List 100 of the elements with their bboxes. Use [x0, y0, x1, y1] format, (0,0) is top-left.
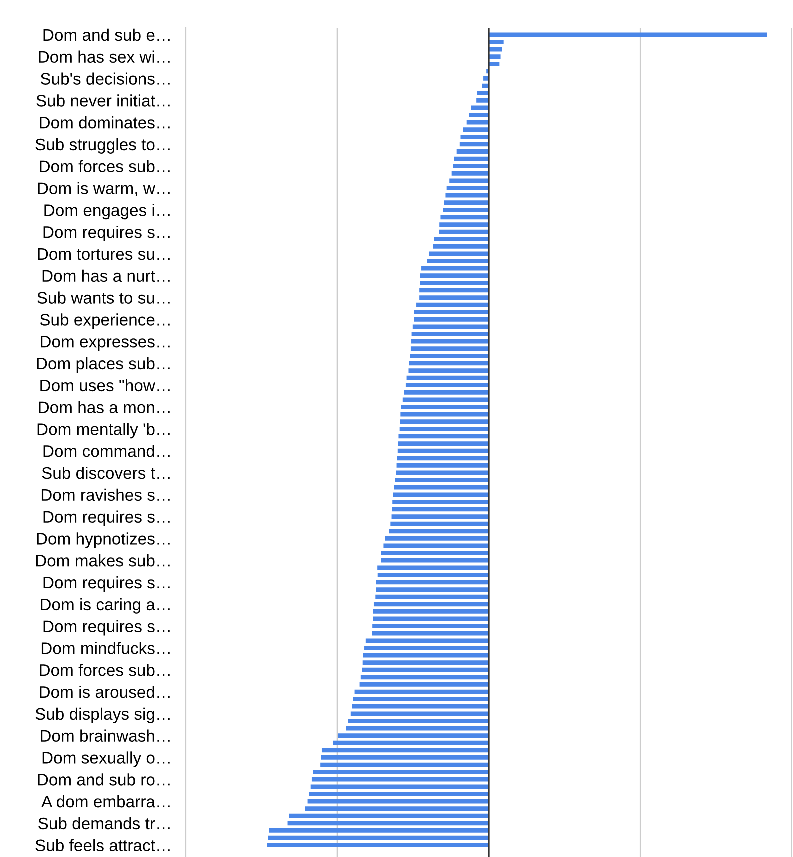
bar — [420, 296, 490, 300]
bar — [338, 734, 490, 738]
bar — [353, 697, 490, 702]
y-tick-label: Dom has a nurt… — [42, 270, 170, 282]
bar — [372, 624, 490, 628]
bar — [414, 317, 490, 322]
y-tick-label: Sub struggles to… — [36, 138, 170, 154]
bar — [440, 222, 490, 227]
bar — [412, 339, 490, 344]
bar — [412, 324, 490, 330]
y-tick-label: Dom makes sub… — [36, 554, 170, 567]
bar — [414, 310, 490, 315]
y-tick-label: Dom command… — [44, 445, 170, 458]
y-tick-label: Dom requires s… — [44, 510, 170, 526]
bar — [453, 164, 490, 169]
bar — [400, 420, 490, 424]
y-tick-label: Dom engages i… — [44, 204, 170, 220]
bar — [289, 814, 490, 818]
bar — [378, 573, 490, 578]
bar — [443, 208, 490, 212]
bar — [392, 507, 490, 512]
bar — [393, 492, 490, 498]
y-tick-label: Sub feels attract… — [36, 839, 170, 852]
y-tick-label: Dom dominates… — [40, 116, 170, 129]
bar — [381, 558, 490, 563]
bar — [363, 653, 490, 658]
y-tick-label: Dom forces sub… — [40, 160, 170, 173]
y-tick-label: Dom sexually o… — [42, 752, 170, 768]
bar — [412, 332, 490, 336]
bar — [395, 478, 490, 482]
bar — [322, 748, 490, 753]
bar — [366, 638, 490, 644]
bar — [460, 134, 490, 140]
bar — [364, 646, 490, 650]
bar — [288, 821, 490, 826]
bar — [477, 91, 490, 96]
bar — [354, 690, 490, 694]
y-tick-label: Sub displays sig… — [36, 708, 170, 724]
bar — [360, 682, 490, 687]
bar — [440, 215, 490, 220]
y-tick-label: Dom brainwash… — [41, 730, 170, 742]
y-tick-label: Dom mentally 'b… — [38, 423, 170, 439]
bar — [398, 448, 490, 454]
y-tick-label: Dom requires s… — [44, 576, 170, 592]
y-tick-label: Sub's decisions… — [40, 72, 170, 85]
bar — [321, 756, 490, 760]
bar — [378, 566, 490, 570]
y-tick-label: Dom requires s… — [44, 226, 170, 242]
bar — [446, 186, 490, 190]
y-tick-label: Dom has sex wi… — [39, 50, 170, 64]
bar — [310, 784, 490, 790]
y-tick-label: A dom embarra… — [42, 795, 170, 808]
bar — [433, 244, 490, 249]
y-tick-label: Dom and sub ro… — [38, 774, 170, 786]
bar — [400, 426, 490, 432]
bar — [392, 514, 490, 519]
y-tick-label: Dom is caring a… — [41, 598, 170, 614]
bar — [489, 54, 501, 60]
bar — [489, 40, 504, 44]
y-tick-label: Dom places sub… — [37, 357, 170, 373]
bar — [374, 602, 490, 607]
y-tick-label: Sub demands tr… — [38, 817, 170, 830]
y-tick-label: Dom has a mon… — [39, 401, 170, 414]
y-tick-label: Dom expresses… — [41, 336, 170, 352]
bar — [489, 32, 768, 38]
bar — [269, 828, 490, 833]
bar — [420, 288, 490, 293]
bar — [268, 836, 490, 840]
bar — [476, 98, 490, 103]
bar — [408, 368, 490, 373]
y-tick-label: Sub discovers t… — [42, 466, 170, 480]
bar — [444, 200, 490, 206]
bar — [348, 719, 490, 724]
bar — [409, 361, 490, 366]
bar — [309, 792, 490, 796]
bar — [320, 762, 490, 768]
bar — [398, 442, 490, 446]
y-tick-label: Dom hypnotizes… — [37, 532, 170, 548]
y-tick-label: Dom is warm, w… — [38, 182, 170, 196]
y-tick-label: Dom forces sub… — [40, 664, 170, 676]
bar — [381, 551, 490, 556]
bar — [333, 740, 490, 746]
bar — [410, 354, 490, 358]
bar — [410, 346, 490, 352]
bar — [420, 280, 490, 286]
bar — [402, 398, 490, 402]
bar — [406, 383, 490, 388]
bar — [429, 252, 490, 256]
bar — [389, 529, 490, 534]
bar — [390, 522, 490, 526]
bar — [394, 485, 490, 490]
y-tick-label: Dom is aroused… — [40, 686, 170, 698]
y-tick-label: Dom mindfucks… — [42, 642, 170, 654]
y-tick-label: Sub experience… — [40, 314, 170, 330]
bar — [420, 274, 490, 278]
y-tick-label: Sub wants to su… — [38, 292, 170, 304]
bar — [406, 376, 490, 380]
bar — [434, 237, 490, 242]
bar — [446, 193, 490, 198]
bar — [385, 536, 490, 541]
